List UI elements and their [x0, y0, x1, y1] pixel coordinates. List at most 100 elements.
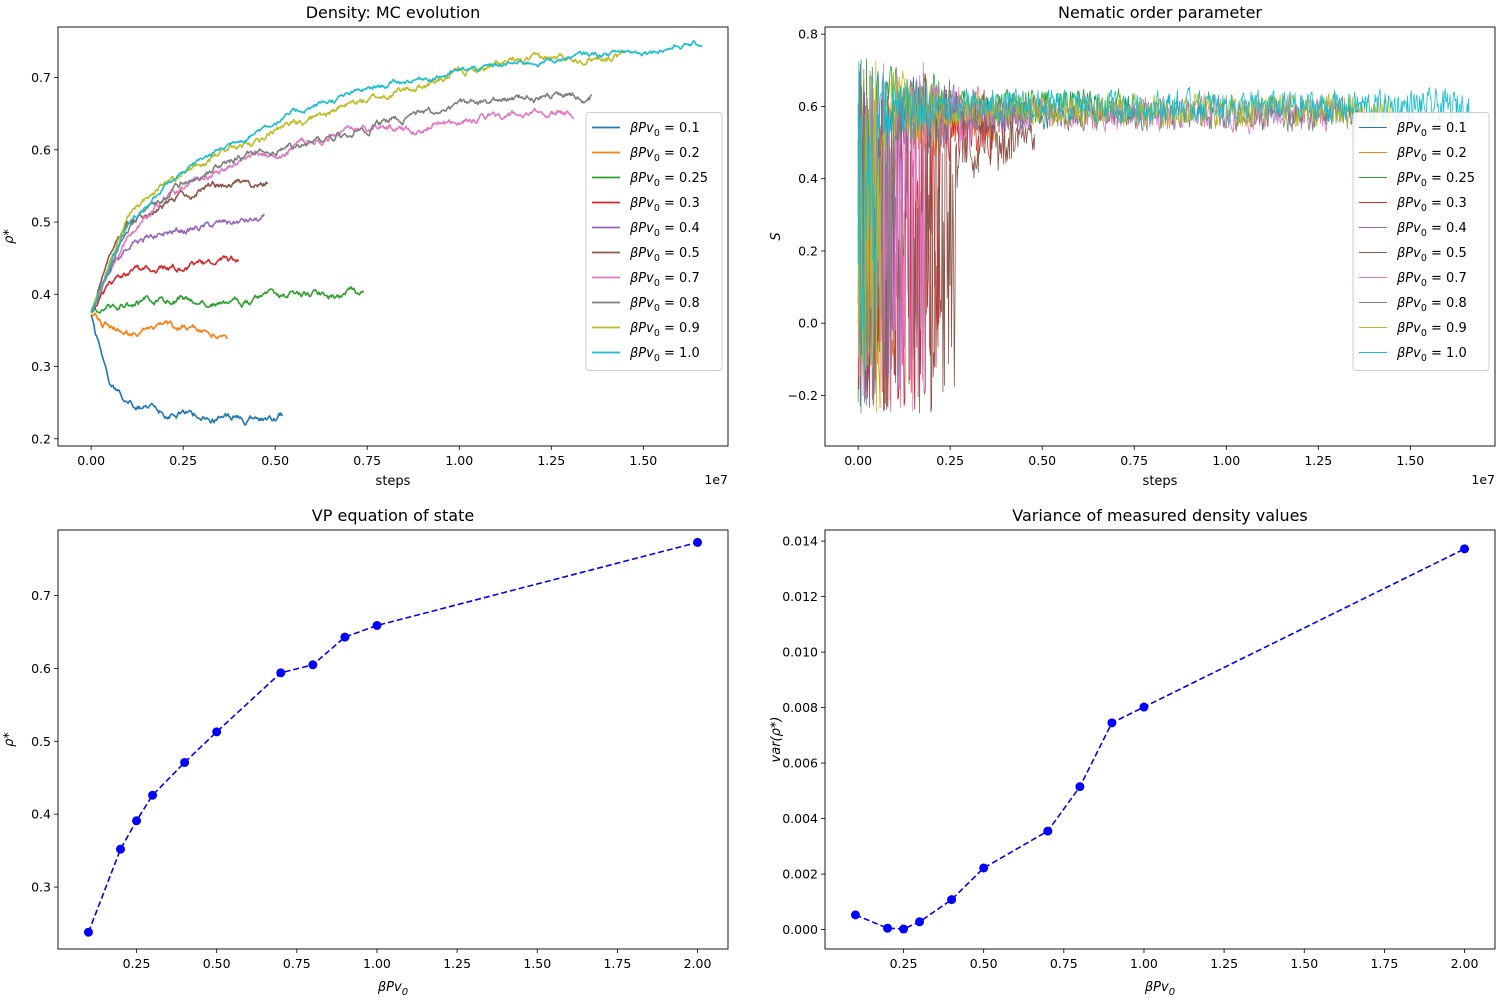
axes-frame: [824, 26, 1496, 447]
plot-area: [850, 544, 1470, 934]
x-axis-label: steps: [376, 474, 411, 489]
legend-label-main: βPv: [629, 146, 654, 161]
y-tick-label: 0.7: [31, 70, 51, 85]
y-axis-label: ρ*: [2, 229, 17, 244]
legend-label-sub: 0: [654, 328, 660, 339]
y-tick-label: 0.2: [31, 431, 51, 446]
legend-label-sub: 0: [654, 203, 660, 214]
x-tick-label: 1.00: [363, 956, 391, 971]
series-line: [857, 61, 1470, 401]
x-tick-label: 0.25: [936, 453, 964, 468]
chart-title: Density: MC evolution: [306, 3, 481, 22]
legend-label-value: = 0.3: [1427, 196, 1467, 211]
legend-label-value: = 0.7: [1427, 271, 1467, 286]
x-axis-label: βPv0: [1144, 980, 1175, 998]
legend-label-sub: 0: [654, 303, 660, 314]
x-tick-label: 1.25: [443, 956, 471, 971]
legend-label: βPv0 = 0.1: [1396, 121, 1467, 139]
legend-label-sub: 0: [1421, 203, 1427, 214]
legend-label: βPv0 = 0.8: [629, 296, 700, 314]
data-point: [1460, 544, 1470, 554]
series-line: [90, 314, 284, 426]
series-line: [90, 91, 592, 313]
legend-label: βPv0 = 0.2: [1396, 146, 1467, 164]
x-tick-label: 1.00: [445, 453, 473, 468]
legend-label-main: βPv: [1396, 221, 1421, 236]
legend-label-main: βPv: [1396, 321, 1421, 336]
legend-label-main: βPv: [629, 171, 654, 186]
legend-label-value: = 0.4: [660, 221, 700, 236]
legend-label: βPv0 = 0.9: [629, 321, 700, 339]
legend-label: βPv0 = 0.8: [1396, 296, 1467, 314]
x-tick-label: 0.50: [203, 956, 231, 971]
data-point: [1075, 782, 1085, 792]
x-tick-label: 0.25: [169, 453, 197, 468]
y-tick-label: 0.6: [31, 661, 51, 676]
legend-label-main: βPv: [1396, 296, 1421, 311]
y-tick-label: 0.008: [782, 700, 818, 715]
y-tick-label: 0.8: [798, 27, 818, 42]
y-tick-label: 0.2: [798, 243, 818, 258]
y-tick-label: −0.2: [788, 388, 818, 403]
legend-label-value: = 0.25: [1427, 171, 1475, 186]
x-tick-label: 2.00: [684, 956, 712, 971]
legend-label-value: = 0.25: [660, 171, 708, 186]
y-axis-label: var(ρ*): [769, 717, 784, 763]
legend-label-main: βPv: [1396, 246, 1421, 261]
legend-label-main: βPv: [1396, 196, 1421, 211]
y-tick-label: 0.4: [798, 171, 818, 186]
axes-frame: [57, 529, 729, 950]
data-point: [132, 816, 142, 826]
legend-label-value: = 1.0: [660, 346, 700, 361]
x-tick-label: 1.25: [537, 453, 565, 468]
legend-label-sub: 0: [1421, 303, 1427, 314]
x-axis-label-main: βPv: [377, 980, 402, 995]
chart-title: Variance of measured density values: [1012, 506, 1308, 525]
data-point: [148, 790, 158, 800]
legend-label-value: = 0.2: [660, 146, 700, 161]
legend-label-main: βPv: [629, 346, 654, 361]
plot-area: [83, 537, 703, 937]
x-tick-label: 2.00: [1451, 956, 1479, 971]
x-tick-label: 0.50: [1028, 453, 1056, 468]
y-tick-label: 0.000: [782, 922, 818, 937]
plot-area: [857, 58, 1470, 414]
series-line: [90, 49, 626, 313]
legend-label-sub: 0: [1421, 228, 1427, 239]
data-point: [276, 668, 286, 678]
series-line: [90, 312, 228, 340]
data-point: [212, 727, 222, 737]
x-axis-label-main: βPv: [1144, 980, 1169, 995]
y-axis-label: S: [769, 232, 784, 240]
plot-area: [90, 40, 703, 426]
legend-label-sub: 0: [1421, 328, 1427, 339]
legend-label-sub: 0: [654, 128, 660, 139]
x-axis-label-sub: 0: [1169, 987, 1175, 998]
data-point: [372, 620, 382, 630]
chart-title: VP equation of state: [312, 506, 474, 525]
data-point: [979, 863, 989, 873]
x-axis-label-sub: 0: [402, 987, 408, 998]
legend-label-value: = 0.1: [660, 121, 700, 136]
legend-label: βPv0 = 0.2: [629, 146, 700, 164]
y-tick-label: 0.3: [31, 359, 51, 374]
legend-label-sub: 0: [1421, 353, 1427, 364]
legend-label-main: βPv: [1396, 271, 1421, 286]
legend-label-value: = 0.9: [660, 321, 700, 336]
legend-label-main: βPv: [1396, 121, 1421, 136]
legend-label: βPv0 = 0.3: [1396, 196, 1467, 214]
x-tick-label: 1.75: [1370, 956, 1398, 971]
series-line: [90, 286, 365, 314]
x-tick-label: 0.25: [890, 956, 918, 971]
y-tick-label: 0.014: [782, 534, 818, 549]
legend-label: βPv0 = 0.5: [629, 246, 700, 264]
legend-label: βPv0 = 0.7: [629, 271, 700, 289]
y-tick-label: 0.5: [31, 215, 51, 230]
legend-label: βPv0 = 0.1: [629, 121, 700, 139]
legend-label-value: = 0.9: [1427, 321, 1467, 336]
series-line: [855, 548, 1465, 930]
legend-label-sub: 0: [654, 153, 660, 164]
